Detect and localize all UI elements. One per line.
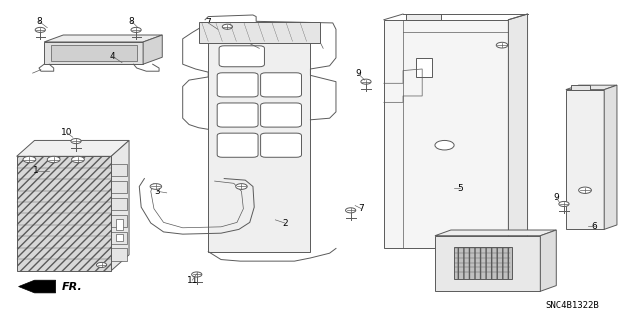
Polygon shape	[111, 140, 129, 271]
Polygon shape	[17, 140, 129, 156]
Circle shape	[496, 42, 508, 48]
FancyBboxPatch shape	[260, 73, 301, 97]
Bar	[44, 42, 143, 64]
Text: 2: 2	[282, 219, 288, 227]
Polygon shape	[19, 280, 56, 293]
Bar	[111, 164, 127, 176]
Text: 11: 11	[186, 276, 198, 285]
Bar	[571, 85, 590, 90]
Circle shape	[559, 201, 569, 206]
Circle shape	[150, 184, 162, 189]
Text: 5: 5	[458, 184, 463, 193]
Bar	[111, 232, 127, 244]
Circle shape	[131, 27, 141, 33]
Circle shape	[579, 187, 591, 193]
Bar	[416, 58, 432, 77]
Polygon shape	[604, 85, 617, 229]
Circle shape	[222, 24, 232, 29]
FancyBboxPatch shape	[260, 133, 301, 157]
Circle shape	[97, 263, 107, 268]
Polygon shape	[435, 230, 556, 236]
Circle shape	[72, 156, 84, 163]
Text: 9: 9	[554, 193, 559, 202]
Text: SNC4B1322B: SNC4B1322B	[545, 301, 599, 310]
Bar	[51, 45, 137, 61]
Circle shape	[346, 208, 356, 213]
Polygon shape	[540, 230, 556, 291]
Text: 8: 8	[129, 17, 134, 26]
Circle shape	[35, 27, 45, 33]
Bar	[208, 23, 310, 252]
FancyBboxPatch shape	[217, 133, 258, 157]
Polygon shape	[143, 35, 163, 64]
Circle shape	[435, 140, 454, 150]
FancyBboxPatch shape	[260, 103, 301, 127]
FancyBboxPatch shape	[217, 103, 258, 127]
Circle shape	[71, 138, 81, 144]
Text: 10: 10	[61, 128, 72, 137]
FancyBboxPatch shape	[219, 46, 264, 67]
Bar	[116, 234, 123, 241]
Circle shape	[191, 272, 202, 277]
Bar	[566, 90, 604, 229]
Circle shape	[23, 156, 36, 163]
Text: 8: 8	[36, 17, 42, 26]
Bar	[384, 20, 508, 249]
Text: 7: 7	[358, 204, 364, 213]
Text: 6: 6	[592, 222, 598, 231]
Bar	[111, 198, 127, 210]
Bar	[116, 219, 123, 230]
Text: 4: 4	[109, 52, 115, 61]
Circle shape	[236, 184, 247, 189]
Polygon shape	[44, 35, 163, 42]
Bar	[111, 181, 127, 193]
FancyBboxPatch shape	[217, 73, 258, 97]
Polygon shape	[566, 85, 617, 90]
Polygon shape	[508, 14, 527, 249]
Text: 9: 9	[355, 69, 361, 78]
Bar	[17, 156, 111, 271]
Circle shape	[361, 79, 371, 84]
Bar	[111, 215, 127, 227]
Bar	[111, 249, 127, 261]
Circle shape	[47, 156, 60, 163]
Bar	[198, 22, 320, 43]
Text: 3: 3	[154, 187, 160, 196]
Bar	[454, 247, 511, 278]
Text: FR.: FR.	[62, 282, 83, 292]
Bar	[406, 14, 442, 20]
Bar	[435, 236, 540, 291]
Text: 7: 7	[205, 19, 211, 27]
Text: 1: 1	[33, 166, 38, 175]
